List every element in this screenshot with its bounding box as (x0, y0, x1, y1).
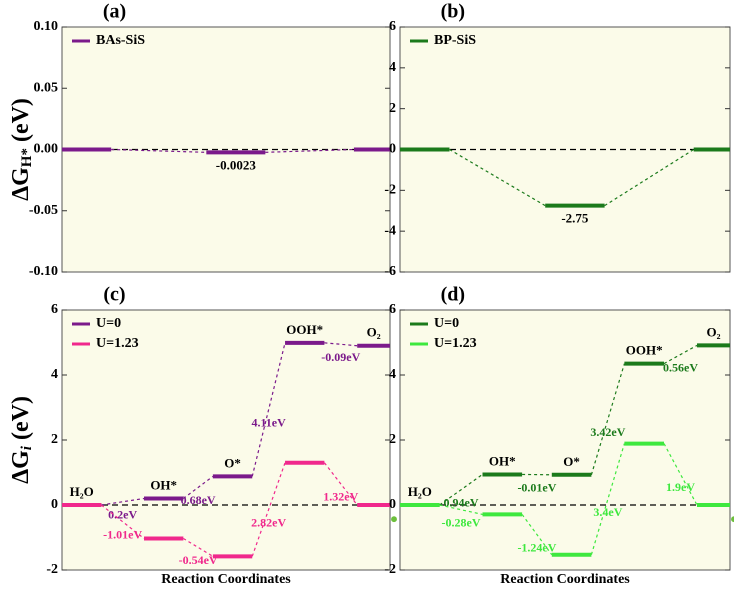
y-label-sub: H* (19, 148, 35, 167)
y-tick-label: -2 (384, 562, 396, 577)
connector (590, 363, 625, 475)
category-label: OOH* (626, 343, 663, 358)
y-label-main: ΔG (8, 167, 34, 201)
step-label: 3.42eV (590, 425, 625, 439)
legend-label: BAs-SiS (96, 33, 145, 48)
y-axis-label: ΔGi (eV) (8, 396, 36, 484)
y-tick-label: 4 (389, 60, 396, 75)
panel-label: (a) (103, 1, 126, 23)
y-tick-label: 0.00 (34, 142, 59, 157)
category-label: H₂O (70, 484, 94, 499)
step-label: 0.56eV (663, 360, 698, 374)
value-label: -2.75 (561, 211, 589, 226)
connector (439, 504, 483, 516)
y-tick-label: -2 (384, 183, 396, 198)
category-label: OH* (150, 477, 177, 492)
plot-area (399, 309, 731, 571)
category-label: O* (224, 455, 241, 470)
y-tick-label: -2 (46, 562, 58, 577)
panel-label: (c) (103, 284, 125, 306)
y-tick-label: 2 (389, 101, 396, 116)
y-tick-label: -0.10 (29, 264, 58, 279)
step-label: -1.01eV (103, 527, 142, 541)
y-label-unit: (eV) (8, 396, 34, 446)
x-axis-label: Reaction Coordinates (161, 572, 291, 587)
y-tick-label: 0 (51, 497, 58, 512)
step-label: 1.32eV (323, 490, 358, 504)
panel-label: (d) (441, 284, 465, 306)
y-tick-label: 0 (389, 497, 396, 512)
category-label: H₂O (408, 484, 432, 499)
category-label: OH* (489, 453, 516, 468)
step-label: 0.68eV (181, 493, 216, 507)
connector (251, 462, 286, 557)
atom (391, 516, 397, 523)
connector (439, 473, 483, 506)
y-tick-label: 6 (389, 19, 396, 34)
step-label: 0.2eV (108, 508, 137, 522)
y-tick-label: 4 (389, 367, 396, 382)
y-label-main: ΔG (8, 450, 34, 484)
y-tick-label: 6 (51, 302, 58, 317)
step-label: 4.11eV (251, 415, 286, 429)
y-tick-label: 0.05 (34, 80, 59, 95)
connector (449, 148, 546, 207)
y-tick-label: 0.10 (34, 19, 59, 34)
y-tick-label: 0 (389, 142, 396, 157)
legend-label: U=0 (434, 316, 459, 331)
connector (251, 342, 286, 477)
y-tick-label: 2 (51, 432, 58, 447)
connector (101, 497, 145, 506)
x-axis-label: Reaction Coordinates (500, 572, 630, 587)
connector (183, 475, 214, 499)
step-label: 3.4eV (593, 505, 622, 519)
connector (590, 443, 625, 555)
legend-label: U=0 (96, 316, 121, 331)
value-label: -0.0023 (216, 157, 257, 172)
connector (663, 344, 698, 365)
y-axis-label: ΔGH* (eV) (8, 98, 36, 201)
step-label: 1.9eV (666, 480, 695, 494)
connector (265, 148, 354, 153)
y-tick-label: 6 (389, 302, 396, 317)
category-label: OOH* (286, 322, 323, 337)
y-tick-label: 4 (51, 367, 58, 382)
connector (323, 462, 358, 506)
y-label-unit: (eV) (8, 98, 34, 148)
step-label: 2.82eV (251, 515, 286, 529)
atom (731, 516, 734, 523)
panel-label: (b) (441, 1, 465, 23)
y-tick-label: -6 (384, 264, 396, 279)
category-label: O₂ (367, 325, 381, 340)
connector (521, 514, 553, 556)
y-label-sub: i (19, 445, 35, 450)
y-tick-label: -4 (384, 223, 396, 238)
y-tick-label: 2 (389, 432, 396, 447)
legend-label: BP-SiS (434, 33, 476, 48)
y-tick-label: -0.05 (29, 203, 58, 218)
connector (111, 148, 207, 153)
step-label: 0.94eV (444, 495, 479, 509)
step-label: -0.54eV (179, 553, 218, 567)
category-label: O₂ (706, 324, 720, 339)
step-label: -1.24eV (517, 540, 556, 554)
category-label: O* (563, 454, 580, 469)
legend-label: U=1.23 (96, 336, 139, 351)
step-label: -0.01eV (517, 480, 556, 494)
step-label: -0.28eV (442, 515, 481, 529)
legend-label: U=1.23 (434, 336, 477, 351)
step-label: -0.09eV (321, 350, 360, 364)
